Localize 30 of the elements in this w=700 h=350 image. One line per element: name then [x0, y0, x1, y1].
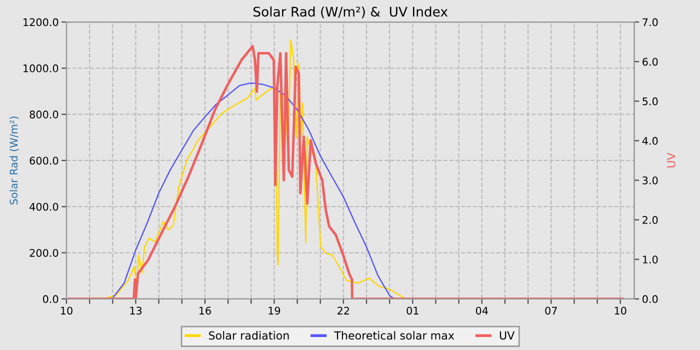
y-tick-label: 600.0 — [30, 156, 58, 165]
y-axis-title: Solar Rad (W/m²) — [10, 116, 19, 204]
x-tick-label: 13 — [130, 306, 142, 315]
y2-tick-label: 4.0 — [642, 136, 658, 145]
y-tick-label: 200.0 — [30, 248, 58, 257]
y-tick-label: 400.0 — [30, 202, 58, 211]
y-tick-label: 800.0 — [30, 110, 58, 118]
chart-title: Solar Rad (W/m²) & UV Index — [254, 6, 448, 18]
y2-tick-label: 7.0 — [642, 18, 658, 26]
legend-label: Theoretical solar max — [334, 331, 454, 340]
x-tick-label: 16 — [199, 306, 211, 315]
x-tick-label: 22 — [338, 306, 350, 314]
y2-tick-label: 1.0 — [642, 256, 658, 264]
y2-axis-title: UV — [667, 152, 676, 168]
y2-tick-label: 2.0 — [642, 216, 658, 224]
y2-tick-label: 0.0 — [642, 295, 658, 304]
x-tick-label: 04 — [476, 306, 488, 315]
y2-tick-label: 6.0 — [642, 58, 658, 66]
x-tick-label: 10 — [61, 306, 72, 315]
y-tick-label: 1000.0 — [24, 64, 58, 72]
y-tick-label: 1200.0 — [24, 18, 58, 26]
x-tick-label: 10 — [614, 306, 626, 315]
legend-label: UV — [500, 331, 515, 340]
y2-tick-label: 3.0 — [642, 176, 658, 184]
x-tick-label: 07 — [545, 306, 557, 315]
y2-tick-label: 5.0 — [642, 97, 658, 106]
legend-label: Solar radiation — [208, 331, 289, 340]
x-tick-label: 19 — [268, 306, 280, 315]
y-tick-label: 0.0 — [42, 295, 58, 304]
x-tick-label: 01 — [406, 306, 418, 315]
